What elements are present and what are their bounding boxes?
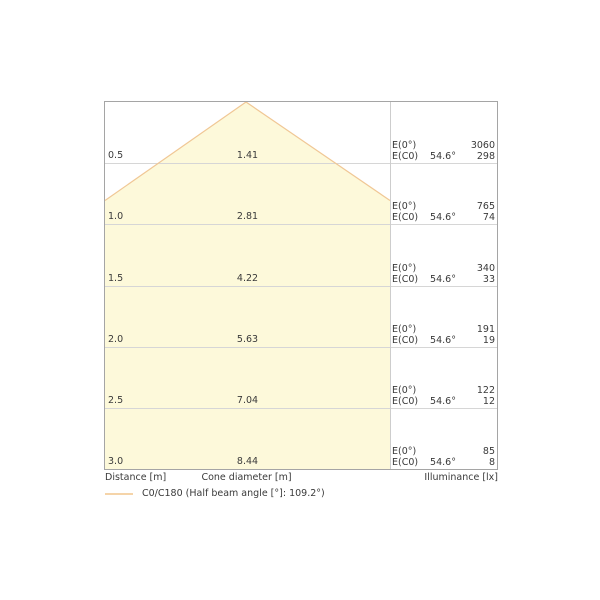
e0-value: 3060 (470, 140, 495, 151)
ec0-label: E(C0) (392, 395, 419, 407)
illuminance-cell: E(0°) 3060 E(C0) 54.6° 298 (392, 140, 495, 162)
beam-angle-value: 54.6° (430, 456, 456, 468)
ec0-label: E(C0) (392, 334, 419, 346)
cone-edge-left (105, 102, 247, 201)
e0-value: 85 (482, 446, 495, 457)
beam-angle-value: 54.6° (430, 395, 456, 407)
cone-diameter-label: 7.04 (236, 395, 259, 406)
distance-label: 0.5 (108, 150, 124, 161)
e0-value: 340 (476, 263, 495, 274)
e0-label: E(0°) (392, 201, 417, 212)
ec0-value: 33 (482, 273, 495, 285)
legend-label: C0/C180 (Half beam angle [°]: 109.2°) (142, 488, 325, 499)
cone-diagram-canvas (105, 102, 497, 469)
ec0-value: 298 (476, 150, 495, 162)
cone-diameter-label: 2.81 (236, 211, 259, 222)
axis-label-illuminance: Illuminance [lx] (424, 472, 498, 483)
cone-diagram-chart: 0.5 1.41 E(0°) 3060 E(C0) 54.6° 298 1.0 … (104, 101, 498, 470)
beam-angle-blank (424, 264, 462, 275)
illuminance-cell: E(0°) 340 E(C0) 54.6° 33 (392, 263, 495, 285)
beam-angle-value: 54.6° (430, 273, 456, 285)
cone-edge-right (245, 102, 391, 201)
ec0-value: 74 (482, 211, 495, 223)
e0-label: E(0°) (392, 140, 417, 151)
illuminance-cell: E(0°) 191 E(C0) 54.6° 19 (392, 324, 495, 346)
ec0-label: E(C0) (392, 456, 419, 468)
distance-label: 2.5 (108, 395, 124, 406)
ec0-label: E(C0) (392, 211, 419, 223)
e0-label: E(0°) (392, 324, 417, 335)
e0-value: 122 (476, 385, 495, 396)
cone-diameter-label: 4.22 (236, 273, 259, 284)
illuminance-cell: E(0°) 765 E(C0) 54.6° 74 (392, 201, 495, 223)
distance-label: 1.0 (108, 211, 124, 222)
axis-label-cone-diameter: Cone diameter [m] (201, 472, 292, 483)
beam-angle-blank (424, 386, 462, 397)
e0-label: E(0°) (392, 385, 417, 396)
cone-diameter-label: 5.63 (236, 334, 259, 345)
cone-diameter-label: 1.41 (236, 150, 259, 161)
beam-angle-blank (424, 202, 462, 213)
distance-label: 3.0 (108, 456, 124, 467)
ec0-label: E(C0) (392, 150, 419, 162)
beam-angle-blank (424, 325, 462, 336)
e0-label: E(0°) (392, 446, 417, 457)
e0-value: 191 (476, 324, 495, 335)
ec0-value: 12 (482, 395, 495, 407)
ec0-value: 8 (488, 456, 495, 468)
light-cone-shape (105, 102, 390, 469)
beam-angle-value: 54.6° (430, 211, 456, 223)
legend: C0/C180 (Half beam angle [°]: 109.2°) (105, 488, 325, 500)
e0-value: 765 (476, 201, 495, 212)
cone-diameter-label: 8.44 (236, 456, 259, 467)
illuminance-cell: E(0°) 122 E(C0) 54.6° 12 (392, 385, 495, 407)
e0-label: E(0°) (392, 263, 417, 274)
legend-line-swatch-icon (105, 493, 133, 495)
beam-angle-blank (424, 141, 462, 152)
illuminance-cell: E(0°) 85 E(C0) 54.6° 8 (392, 446, 495, 468)
ec0-label: E(C0) (392, 273, 419, 285)
beam-angle-value: 54.6° (430, 150, 456, 162)
axis-label-distance: Distance [m] (105, 472, 167, 483)
distance-label: 1.5 (108, 273, 124, 284)
distance-label: 2.0 (108, 334, 124, 345)
beam-angle-blank (424, 447, 462, 458)
beam-angle-value: 54.6° (430, 334, 456, 346)
ec0-value: 19 (482, 334, 495, 346)
